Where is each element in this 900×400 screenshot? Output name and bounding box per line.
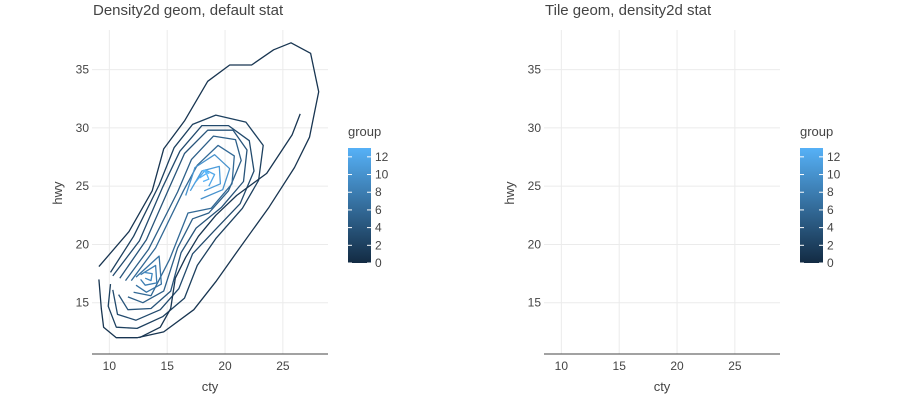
y-tick-label: 30 — [528, 121, 542, 135]
x-axis-title: cty — [654, 379, 671, 394]
x-tick-label: 20 — [218, 359, 232, 373]
legend-tick-label: 2 — [827, 238, 834, 252]
contour-line — [107, 114, 264, 330]
y-tick-label: 15 — [528, 296, 542, 310]
panel-title: Density2d geom, default stat — [93, 2, 284, 19]
legend-tick-label: 12 — [375, 150, 389, 164]
contour-line — [189, 165, 222, 192]
contour-line — [140, 264, 158, 286]
panel-tile: Tile geom, density2d stat 10 15 20 25152025… — [502, 2, 841, 394]
grid-lines — [544, 30, 780, 354]
tick-labels: 10 15 20 25 15 20 25 30 35 — [76, 63, 290, 373]
legend-title: group — [348, 124, 381, 139]
legend: group 0 2 4 6 8 10 12 — [800, 124, 841, 270]
y-tick-label: 15 — [76, 296, 90, 310]
x-tick-label: 10 — [555, 359, 569, 373]
x-axis-title: cty — [202, 379, 219, 394]
legend-tick-label: 12 — [827, 150, 841, 164]
x-tick-label: 25 — [276, 359, 290, 373]
legend-tick-label: 0 — [827, 256, 834, 270]
contour-line — [98, 42, 320, 339]
legend-tick-label: 10 — [827, 168, 841, 182]
legend-tick-label: 4 — [375, 221, 382, 235]
x-tick-label: 15 — [161, 359, 175, 373]
contour-lines — [98, 42, 320, 339]
y-axis-title: hwy — [502, 181, 517, 205]
panel-density2d: Density2d geom, default stat 10 15 20 25152… — [50, 2, 389, 394]
legend-tick-label: 10 — [375, 168, 389, 182]
legend-colorbar — [348, 148, 371, 263]
x-tick-label: 25 — [728, 359, 742, 373]
contour-line — [185, 154, 231, 200]
contour-line — [199, 172, 210, 183]
x-tick-label: 15 — [613, 359, 627, 373]
y-tick-label: 20 — [528, 237, 542, 251]
contour-line — [194, 169, 216, 187]
y-tick-label: 35 — [76, 63, 90, 77]
tick-labels: 10 15 20 25 15 20 25 30 35 — [528, 63, 742, 373]
contour-line — [130, 144, 235, 297]
contour-line — [124, 135, 242, 304]
y-tick-label: 30 — [76, 121, 90, 135]
panel-title: Tile geom, density2d stat — [545, 2, 712, 19]
contour-line — [135, 255, 163, 293]
x-tick-label: 10 — [103, 359, 117, 373]
y-tick-label: 20 — [76, 237, 90, 251]
legend-ticks: 0 2 4 6 8 10 12 — [348, 150, 389, 270]
legend-tick-label: 6 — [827, 203, 834, 217]
y-axis-title: hwy — [50, 181, 65, 205]
contour-line — [202, 169, 210, 175]
legend-tick-label: 8 — [827, 185, 834, 199]
y-tick-label: 25 — [76, 179, 90, 193]
y-tick-label: 25 — [528, 179, 542, 193]
legend-tick-label: 0 — [375, 256, 382, 270]
legend: group 0 2 4 6 8 10 12 — [348, 124, 389, 270]
contour-line — [144, 271, 153, 282]
legend-tick-label: 4 — [827, 221, 834, 235]
grid-lines — [92, 30, 328, 354]
legend-title: group — [800, 124, 833, 139]
legend-tick-label: 6 — [375, 203, 382, 217]
legend-ticks: 0 2 4 6 8 10 12 — [800, 150, 841, 270]
contour-line — [139, 113, 301, 339]
x-tick-label: 20 — [670, 359, 684, 373]
legend-colorbar — [800, 148, 823, 263]
y-tick-label: 35 — [528, 63, 542, 77]
contour-line — [118, 129, 248, 311]
legend-tick-label: 8 — [375, 185, 382, 199]
legend-tick-label: 2 — [375, 238, 382, 252]
